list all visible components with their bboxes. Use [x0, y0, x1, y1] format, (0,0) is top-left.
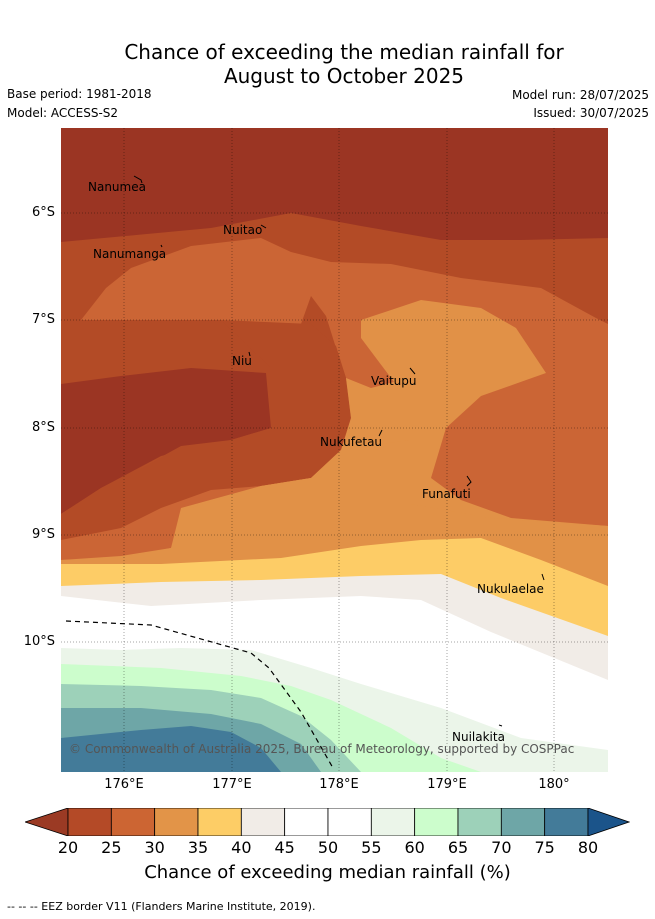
colorbar-segment [110, 807, 156, 837]
lat-tick: 8°S [31, 420, 55, 435]
colorbar-svg [23, 807, 631, 837]
rainfall-map: Nanumea Nuitao Nanumanga Niu Vaitupu Nuk… [61, 128, 608, 772]
colorbar-segment [457, 807, 502, 837]
region-20-25-ring [61, 320, 351, 540]
map-svg [61, 128, 608, 772]
region-below-20-inner [61, 368, 271, 514]
colorbar-tick-label: 75 [534, 838, 555, 857]
lat-tick: 7°S [31, 312, 55, 327]
lat-tick: 10°S [23, 634, 55, 649]
place-label: Vaitupu [371, 374, 417, 388]
place-label: Nuitao [223, 223, 263, 237]
place-label: Nuilakita [452, 730, 505, 744]
map-title: Chance of exceeding the median rainfall … [0, 40, 655, 88]
colorbar-tick-label: 80 [577, 838, 599, 857]
lat-tick: 9°S [31, 527, 55, 542]
colorbar-tick-label: 65 [447, 838, 469, 857]
lon-tick: 179°E [427, 777, 467, 792]
colorbar-segment [240, 807, 286, 837]
colorbar-tick-label: 60 [404, 838, 425, 857]
title-line-2: August to October 2025 [223, 64, 465, 88]
colorbar-tick-label: 45 [274, 838, 295, 857]
place-label: Nukufetau [320, 435, 383, 449]
lon-tick: 177°E [212, 777, 252, 792]
colorbar-segment [414, 807, 459, 837]
colorbar-segment [67, 807, 112, 837]
gridlines [61, 128, 608, 772]
lon-tick: 176°E [104, 777, 144, 792]
colorbar-segment [370, 807, 416, 837]
title-line-1: Chance of exceeding the median rainfall … [124, 40, 564, 64]
colorbar-low-arrow [23, 807, 69, 837]
copyright-notice: © Commonwealth of Australia 2025, Bureau… [69, 742, 575, 756]
model-name: Model: ACCESS-S2 [7, 106, 119, 120]
place-label: Niu [232, 354, 252, 368]
place-label: Nanumea [88, 180, 146, 194]
colorbar-tick-label: 40 [231, 838, 252, 857]
colorbar-high-arrow [587, 807, 631, 837]
colorbar-tick-label: 55 [361, 838, 382, 857]
colorbar-segment [154, 807, 199, 837]
colorbar-segment [284, 807, 329, 837]
colorbar [23, 807, 631, 837]
lon-tick: 180° [538, 777, 570, 792]
base-period: Base period: 1981-2018 [7, 87, 152, 101]
colorbar-title: Chance of exceeding median rainfall (%) [144, 862, 511, 883]
lon-tick: 178°E [319, 777, 359, 792]
eez-border [65, 620, 334, 769]
colorbar-segment [544, 807, 589, 837]
colorbar-tick-label: 25 [101, 838, 122, 857]
colorbar-tick-label: 70 [491, 838, 512, 857]
colorbar-tick-label: 35 [187, 838, 209, 857]
issued-date: Issued: 30/07/2025 [533, 106, 649, 120]
place-label: Funafuti [422, 487, 471, 501]
lat-tick: 6°S [31, 205, 55, 220]
region-75-80 [61, 726, 281, 772]
colorbar-tick-label: 50 [317, 838, 339, 857]
colorbar-tick-label: 20 [57, 838, 79, 857]
islands [133, 175, 545, 727]
eez-footnote: -- -- -- EEZ border V11 (Flanders Marine… [7, 900, 316, 913]
model-run: Model run: 28/07/2025 [511, 88, 649, 102]
colorbar-segment [327, 807, 372, 837]
colorbar-tick-label: 30 [144, 838, 165, 857]
place-label: Nanumanga [93, 247, 167, 261]
colorbar-segment [197, 807, 242, 837]
colorbar-segment [500, 807, 546, 837]
place-label: Nukulaelae [477, 582, 544, 596]
